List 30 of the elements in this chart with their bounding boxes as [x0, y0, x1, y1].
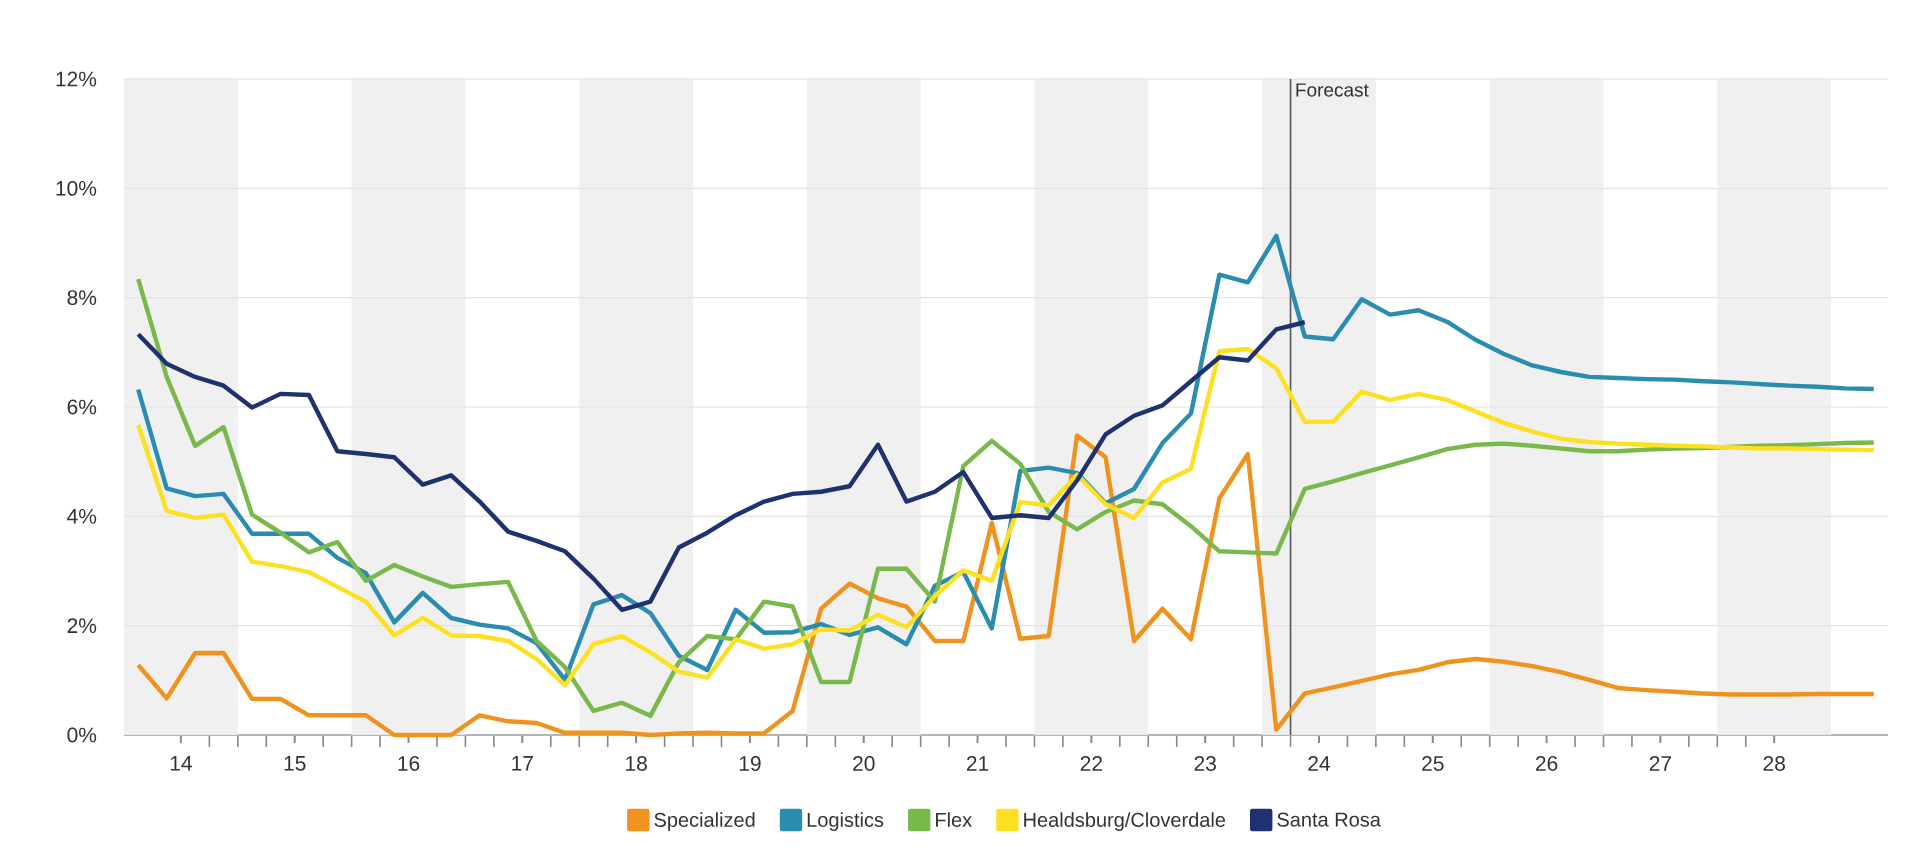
x-tick-label: 15	[284, 756, 306, 771]
x-tick-label: 28	[1763, 756, 1785, 771]
x-tick-label: 16	[398, 756, 420, 771]
x-tick-label: 18	[626, 756, 647, 771]
y-tick-label: 10%	[56, 180, 97, 196]
x-tick-label: 22	[1080, 756, 1102, 771]
y-tick-label: 8%	[67, 290, 97, 306]
y-tick-label: 0%	[67, 727, 97, 743]
legend-label: Flex	[936, 812, 972, 827]
line-series	[136, 346, 1876, 688]
x-tick-label: 21	[966, 756, 989, 771]
line-series	[136, 320, 1307, 612]
x-tick-label: 26	[1535, 756, 1558, 771]
legend-label: Santa Rosa	[1277, 812, 1381, 827]
x-tick-label: 14	[170, 756, 192, 771]
ref-line-label: Forecast	[1296, 83, 1369, 97]
x-tick-label: 27	[1649, 756, 1671, 771]
x-tick-label: 25	[1422, 756, 1444, 771]
x-tick-label: 19	[739, 756, 761, 771]
legend-label: Healdsburg/Cloverdale	[1024, 812, 1226, 831]
x-tick-label: 17	[512, 756, 533, 771]
legend-label: Specialized	[654, 812, 755, 831]
y-tick-label: 2%	[67, 618, 97, 634]
x-tick-label: 23	[1194, 756, 1216, 771]
y-tick-label: 6%	[67, 399, 97, 415]
legend-label: Logistics	[807, 812, 884, 831]
y-tick-label: 12%	[56, 71, 97, 87]
x-tick-label: 24	[1308, 756, 1331, 771]
x-tick-label: 20	[853, 756, 875, 771]
y-tick-label: 4%	[67, 508, 97, 524]
